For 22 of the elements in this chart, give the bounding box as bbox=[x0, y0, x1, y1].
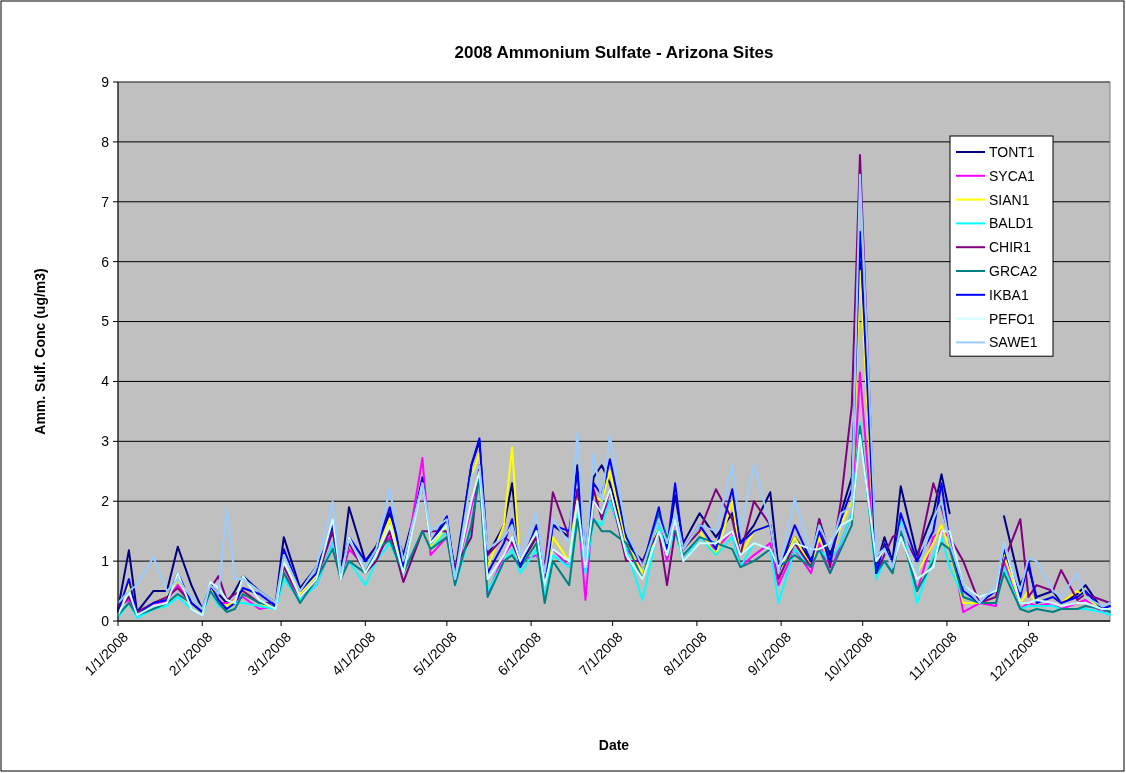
legend-label: SYCA1 bbox=[989, 167, 1036, 184]
legend-label: IKBA1 bbox=[989, 286, 1029, 303]
legend-label: TONT1 bbox=[989, 143, 1035, 160]
legend-label: GRCA2 bbox=[989, 262, 1038, 279]
chart-title: 2008 Ammonium Sulfate - Arizona Sites bbox=[454, 43, 774, 62]
legend-label: SAWE1 bbox=[989, 334, 1038, 351]
legend-label: BALD1 bbox=[989, 215, 1034, 232]
legend-label: SIAN1 bbox=[989, 191, 1030, 208]
y-axis-title: Amm. Sulf. Conc (ug/m3) bbox=[32, 268, 48, 435]
y-tick-label: 2 bbox=[101, 493, 110, 510]
y-tick-label: 5 bbox=[101, 313, 110, 330]
y-tick-label: 7 bbox=[101, 193, 110, 210]
y-tick-label: 6 bbox=[101, 253, 110, 270]
y-tick-label: 1 bbox=[101, 553, 110, 570]
y-tick-label: 8 bbox=[101, 133, 110, 150]
legend-label: PEFO1 bbox=[989, 310, 1036, 327]
legend-label: CHIR1 bbox=[989, 239, 1032, 256]
x-axis-title: Date bbox=[598, 737, 630, 753]
y-tick-label: 9 bbox=[101, 73, 110, 90]
y-tick-label: 3 bbox=[101, 433, 110, 450]
y-tick-label: 0 bbox=[101, 612, 110, 629]
y-tick-label: 4 bbox=[101, 373, 110, 390]
